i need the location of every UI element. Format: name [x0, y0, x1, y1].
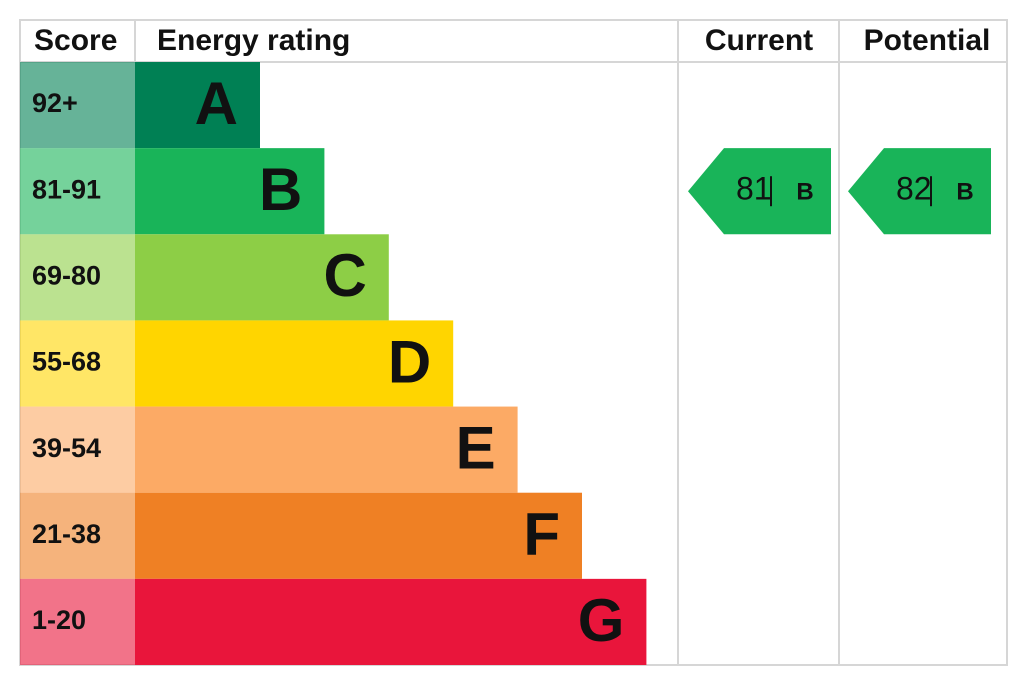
current-letter: B: [796, 179, 813, 206]
score-cell: [20, 492, 135, 579]
rating-bar: [135, 148, 325, 235]
rating-letter: F: [523, 501, 560, 568]
score-cell: [20, 578, 135, 665]
rating-bar: [135, 578, 647, 665]
score-label: 81-91: [32, 174, 101, 204]
rating-bar: [135, 62, 260, 149]
rating-letter: B: [259, 156, 302, 223]
rating-letter: A: [195, 70, 238, 137]
header-rating: Energy rating: [157, 24, 350, 57]
header-potential: Potential: [864, 24, 991, 57]
score-label: 69-80: [32, 260, 101, 290]
score-cell: [20, 320, 135, 407]
header-current: Current: [705, 24, 813, 57]
score-label: 92+: [32, 88, 78, 118]
rating-bar: [135, 406, 518, 493]
rating-letter: C: [323, 242, 366, 309]
rating-bar: [135, 320, 454, 407]
potential-arrow: [848, 148, 991, 235]
rating-bar: [135, 492, 582, 579]
score-label: 1-20: [32, 605, 86, 635]
potential-value: 82: [896, 171, 932, 207]
score-label: 39-54: [32, 433, 101, 463]
rating-bar: [135, 234, 389, 321]
current-value: 81: [736, 171, 772, 207]
potential-letter: B: [956, 179, 973, 206]
rating-letter: D: [388, 328, 431, 395]
rating-letter: E: [456, 414, 496, 481]
score-label: 21-38: [32, 519, 101, 549]
header-score: Score: [34, 24, 117, 57]
current-arrow: [688, 148, 831, 235]
score-label: 55-68: [32, 347, 101, 377]
score-cell: [20, 148, 135, 235]
score-cell: [20, 406, 135, 493]
score-cell: [20, 234, 135, 321]
rating-letter: G: [578, 587, 625, 654]
score-cell: [20, 62, 135, 149]
